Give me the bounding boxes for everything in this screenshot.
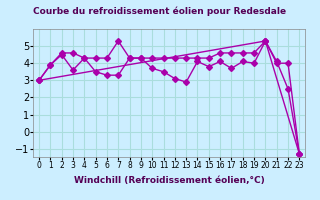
Text: Courbe du refroidissement éolien pour Redesdale: Courbe du refroidissement éolien pour Re…: [33, 6, 287, 16]
X-axis label: Windchill (Refroidissement éolien,°C): Windchill (Refroidissement éolien,°C): [74, 176, 265, 185]
